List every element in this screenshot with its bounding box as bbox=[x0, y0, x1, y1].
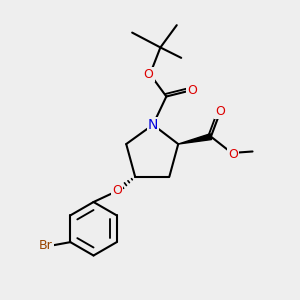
Text: O: O bbox=[188, 84, 197, 97]
Polygon shape bbox=[178, 134, 212, 144]
Text: O: O bbox=[215, 105, 225, 118]
Text: O: O bbox=[228, 148, 238, 161]
Text: O: O bbox=[144, 68, 154, 81]
Text: Br: Br bbox=[39, 238, 53, 252]
Text: N: N bbox=[148, 118, 158, 132]
Text: O: O bbox=[112, 184, 122, 196]
